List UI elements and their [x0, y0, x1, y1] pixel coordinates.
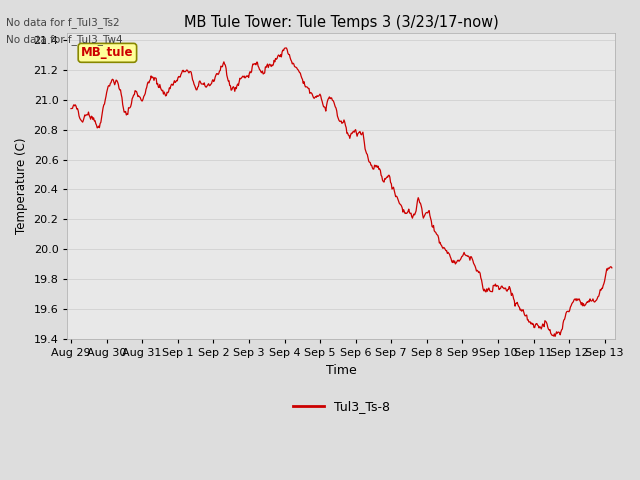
Text: MB_tule: MB_tule: [81, 47, 134, 60]
Y-axis label: Temperature (C): Temperature (C): [15, 137, 28, 234]
Text: No data for f_Tul3_Tw4: No data for f_Tul3_Tw4: [6, 34, 123, 45]
Title: MB Tule Tower: Tule Temps 3 (3/23/17-now): MB Tule Tower: Tule Temps 3 (3/23/17-now…: [184, 15, 499, 30]
Legend: Tul3_Ts-8: Tul3_Ts-8: [288, 396, 395, 419]
X-axis label: Time: Time: [326, 363, 357, 376]
Text: No data for f_Tul3_Ts2: No data for f_Tul3_Ts2: [6, 17, 120, 28]
